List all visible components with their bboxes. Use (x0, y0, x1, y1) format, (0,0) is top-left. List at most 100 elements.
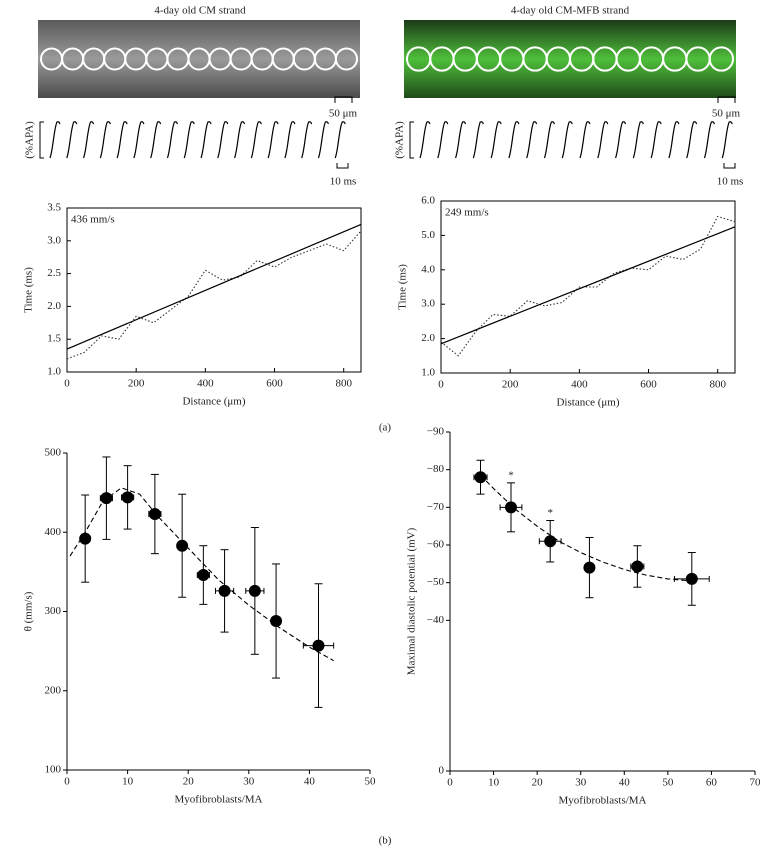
ap-trace (454, 121, 467, 159)
y-axis-label: Maximal diastolic potential (mV) (406, 527, 418, 675)
x-axis-label: Distance (μm) (556, 397, 619, 409)
y-tick-label: −40 (427, 614, 445, 626)
y-tick-label: 6.0 (421, 195, 435, 207)
y-tick-label: −50 (427, 576, 445, 588)
scale-label: 50 μm (329, 108, 358, 120)
annotation: 249 mm/s (445, 207, 489, 219)
ap-trace (437, 121, 449, 159)
ap-trace (200, 121, 212, 159)
x-tick-label: 400 (197, 378, 214, 390)
strand-circle (334, 47, 359, 71)
x-tick-label: 600 (640, 379, 657, 391)
x-tick-label: 200 (502, 379, 519, 391)
ap-trace (703, 121, 716, 159)
y-tick-label: 2.0 (421, 332, 435, 344)
panel-label: (a) (379, 422, 392, 434)
x-tick-label: 200 (128, 378, 145, 390)
ap-trace (543, 121, 556, 159)
ap-trace (250, 121, 262, 159)
x-tick-label: 0 (438, 379, 444, 391)
x-tick-label: 30 (575, 777, 587, 789)
ap-trace (49, 121, 61, 159)
y-tick-label: 100 (45, 764, 62, 776)
x-axis-label: Distance (μm) (182, 396, 245, 408)
apa-bracket (409, 121, 414, 159)
plot-frame (66, 207, 362, 373)
x-tick-label: 800 (709, 379, 726, 391)
ap-trace (508, 121, 520, 159)
data-point (121, 491, 134, 504)
y-tick-label: 3.0 (47, 234, 61, 246)
data-point (312, 639, 325, 652)
plot-frame (440, 200, 736, 374)
x-tick-label: 40 (619, 777, 631, 789)
ap-trace (334, 121, 346, 159)
x-tick-label: 30 (243, 776, 255, 788)
y-tick-label: −60 (427, 539, 445, 551)
significance-mark: * (547, 507, 553, 519)
y-tick-label: 2.0 (47, 300, 61, 312)
data-point (631, 560, 644, 573)
chart: 0 200 400 600 800 1.0 1.5 2.0 2.5 3.0 3.5 Distance … (23, 202, 362, 408)
data-point (270, 615, 283, 628)
ap-trace (217, 121, 229, 159)
x-tick-label: 60 (706, 777, 718, 789)
ap-trace (686, 121, 698, 159)
ap-trace (150, 121, 162, 159)
x-tick-label: 800 (335, 378, 352, 390)
y-tick-label: 1.0 (421, 367, 435, 379)
chart: 0 200 400 600 800 1.0 2.0 3.0 4.0 5.0 6.0 Distance … (397, 195, 736, 409)
x-tick-label: 10 (122, 776, 134, 788)
ap-trace (284, 121, 296, 159)
ap-trace (233, 121, 246, 159)
y-tick-label: −90 (427, 426, 445, 438)
time-scale-label: 10 ms (330, 176, 357, 188)
ap-trace (721, 121, 733, 159)
ap-trace (267, 121, 279, 159)
ap-trace (419, 121, 431, 159)
data-point (544, 535, 557, 548)
y-tick-label: −70 (427, 501, 445, 513)
ap-trace (99, 121, 111, 159)
x-tick-label: 70 (750, 777, 762, 789)
scale-bar (717, 96, 736, 103)
x-tick-label: 20 (183, 776, 195, 788)
data-point (248, 584, 261, 597)
data-point (176, 539, 189, 552)
ap-trace (490, 121, 502, 159)
ap-trace (668, 121, 680, 159)
y-axis-label: Time (ms) (23, 267, 35, 313)
y-axis-label: θ (mm/s) (23, 591, 35, 631)
fit-line (440, 226, 736, 345)
data-point (685, 572, 698, 585)
ap-trace (166, 121, 179, 159)
y-tick-label: 400 (45, 526, 62, 538)
y-tick-label: −80 (427, 463, 445, 475)
x-tick-label: 0 (64, 378, 70, 390)
fit-curve (69, 487, 334, 662)
panel-label: (b) (379, 835, 392, 847)
ap-trace (82, 121, 95, 159)
y-tick-label: 5.0 (421, 229, 435, 241)
ap-trace (526, 121, 538, 159)
y-tick-label: 1.0 (47, 366, 61, 378)
apa-bracket (39, 121, 44, 159)
ap-trace (317, 121, 330, 159)
x-axis-label: Myofibroblasts/MA (175, 794, 263, 806)
y-tick-label: 1.5 (47, 333, 61, 345)
ap-trace (614, 121, 627, 159)
ap-trace (632, 121, 644, 159)
data-line (440, 215, 736, 357)
ap-trace (183, 121, 195, 159)
ap-trace (561, 121, 573, 159)
data-point (148, 508, 161, 521)
data-point (505, 501, 517, 514)
data-point (218, 584, 231, 597)
cm-strand-image (38, 20, 360, 98)
time-scale-bar (723, 163, 736, 169)
y-tick-label: 500 (45, 447, 62, 459)
x-tick-label: 0 (447, 777, 453, 789)
time-scale-bar (336, 163, 349, 169)
x-tick-label: 10 (488, 777, 500, 789)
